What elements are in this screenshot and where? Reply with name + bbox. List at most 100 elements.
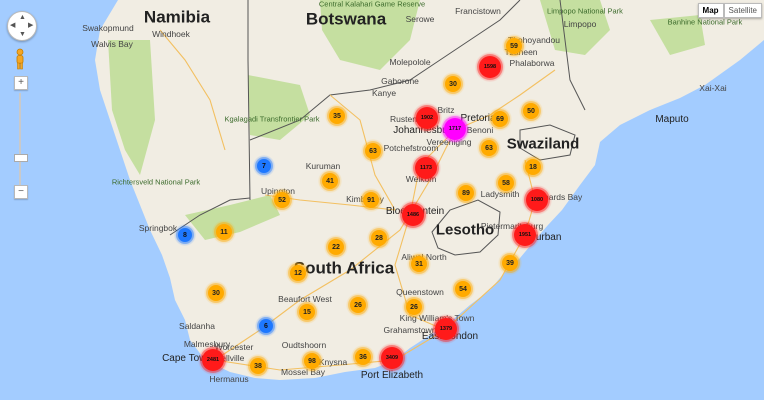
marker-cluster-orange[interactable]: 22	[324, 235, 348, 259]
marker-cluster-orange[interactable]: 63	[361, 139, 385, 163]
pan-control[interactable]: ▲ ▼ ◀ ▶	[7, 11, 37, 41]
map-type-map-button[interactable]: Map	[697, 3, 724, 18]
marker-cluster-orange[interactable]: 30	[441, 72, 465, 96]
marker-cluster-blue[interactable]: 6	[255, 315, 277, 337]
marker-cluster-orange[interactable]: 38	[246, 354, 270, 378]
zoom-out-button[interactable]: −	[14, 185, 28, 199]
marker-cluster-orange[interactable]: 28	[367, 226, 391, 250]
park-central-kalahari	[320, 0, 420, 70]
marker-cluster-orange[interactable]: 63	[477, 136, 501, 160]
marker-cluster-orange[interactable]: 91	[359, 188, 383, 212]
marker-count: 58	[502, 179, 510, 187]
marker-count: 54	[459, 285, 467, 293]
marker-cluster-red[interactable]: 1080	[522, 185, 552, 215]
marker-count: 1717	[448, 126, 462, 132]
marker-core	[498, 175, 514, 191]
marker-cluster-orange[interactable]: 18	[521, 155, 545, 179]
map-type-satellite-button[interactable]: Satellite	[723, 3, 762, 18]
marker-core	[523, 103, 539, 119]
marker-count: 91	[367, 196, 375, 204]
marker-cluster-red[interactable]: 1951	[510, 220, 540, 250]
marker-count: 2481	[206, 357, 220, 363]
pan-up-icon[interactable]: ▲	[19, 14, 26, 21]
marker-cluster-orange[interactable]: 52	[270, 188, 294, 212]
marker-core	[406, 299, 422, 315]
marker-cluster-red[interactable]: 1902	[412, 103, 442, 133]
marker-cluster-orange[interactable]: 98	[300, 349, 324, 373]
marker-cluster-orange[interactable]: 26	[346, 293, 370, 317]
zoom-slider-thumb[interactable]	[14, 154, 28, 162]
marker-cluster-orange[interactable]: 69	[488, 107, 512, 131]
marker-count: 18	[529, 163, 537, 171]
marker-count: 7	[262, 162, 266, 170]
marker-core	[479, 56, 501, 78]
marker-count: 3409	[385, 355, 399, 361]
marker-cluster-orange[interactable]: 54	[451, 277, 475, 301]
marker-count: 26	[410, 303, 418, 311]
marker-cluster-red[interactable]: 2481	[198, 345, 228, 375]
marker-core	[445, 76, 461, 92]
marker-count: 1173	[420, 165, 432, 171]
marker-core	[299, 304, 315, 320]
marker-cluster-orange[interactable]: 31	[407, 252, 431, 276]
marker-count: 59	[510, 42, 518, 50]
marker-cluster-orange[interactable]: 26	[402, 295, 426, 319]
marker-cluster-orange[interactable]: 50	[519, 99, 543, 123]
street-view-pegman-icon[interactable]	[13, 48, 27, 70]
marker-cluster-orange[interactable]: 12	[286, 261, 310, 285]
marker-count: 30	[449, 80, 457, 88]
marker-cluster-orange[interactable]: 59	[502, 34, 526, 58]
marker-core	[415, 157, 437, 179]
border-namibia-botswana	[247, 0, 251, 201]
marker-cluster-blue[interactable]: 7	[253, 155, 275, 177]
marker-cluster-orange[interactable]: 15	[295, 300, 319, 324]
marker-count: 28	[375, 234, 383, 242]
marker-cluster-orange[interactable]: 58	[494, 171, 518, 195]
marker-count: 1902	[420, 115, 434, 121]
park-richtersveld	[185, 195, 280, 240]
marker-cluster-red[interactable]: 3409	[377, 343, 407, 373]
marker-cluster-blue[interactable]: 8	[174, 224, 196, 246]
marker-core	[526, 189, 548, 211]
marker-count: 63	[369, 147, 377, 155]
marker-count: 1080	[530, 197, 544, 203]
marker-core	[329, 108, 345, 124]
marker-cluster-red[interactable]: 1598	[475, 52, 505, 82]
park-namibia-west	[108, 40, 155, 175]
marker-cluster-red[interactable]: 1173	[411, 153, 441, 183]
marker-count: 38	[254, 362, 262, 370]
marker-cluster-orange[interactable]: 41	[318, 169, 342, 193]
marker-cluster-orange[interactable]: 89	[454, 181, 478, 205]
marker-count: 89	[462, 189, 470, 197]
marker-cluster-orange[interactable]: 35	[325, 104, 349, 128]
marker-count: 31	[415, 260, 423, 268]
marker-count: 1486	[406, 212, 420, 218]
marker-count: 15	[303, 308, 311, 316]
marker-cluster-orange[interactable]: 36	[351, 345, 375, 369]
marker-core	[435, 318, 457, 340]
map-type-control: Map Satellite	[697, 3, 762, 18]
marker-count: 36	[359, 353, 367, 361]
park-banhine	[650, 15, 705, 55]
border-botswana-sa	[249, 0, 521, 141]
marker-core	[381, 347, 403, 369]
marker-cluster-red[interactable]: 1379	[431, 314, 461, 344]
marker-core	[525, 159, 541, 175]
marker-cluster-orange[interactable]: 39	[498, 251, 522, 275]
marker-core	[322, 173, 338, 189]
marker-core	[350, 297, 366, 313]
pan-down-icon[interactable]: ▼	[19, 31, 26, 38]
zoom-slider-track[interactable]	[19, 93, 21, 185]
zoom-in-button[interactable]: +	[14, 76, 28, 90]
marker-cluster-orange[interactable]: 11	[212, 220, 236, 244]
marker-core	[178, 228, 192, 242]
marker-cluster-red[interactable]: 1486	[398, 200, 428, 230]
pan-right-icon[interactable]: ▶	[28, 22, 34, 29]
pan-left-icon[interactable]: ◀	[10, 22, 16, 29]
marker-count: 22	[332, 243, 340, 251]
marker-cluster-orange[interactable]: 30	[204, 281, 228, 305]
marker-cluster-magenta[interactable]: 1717	[440, 114, 470, 144]
marker-count: 26	[354, 301, 362, 309]
